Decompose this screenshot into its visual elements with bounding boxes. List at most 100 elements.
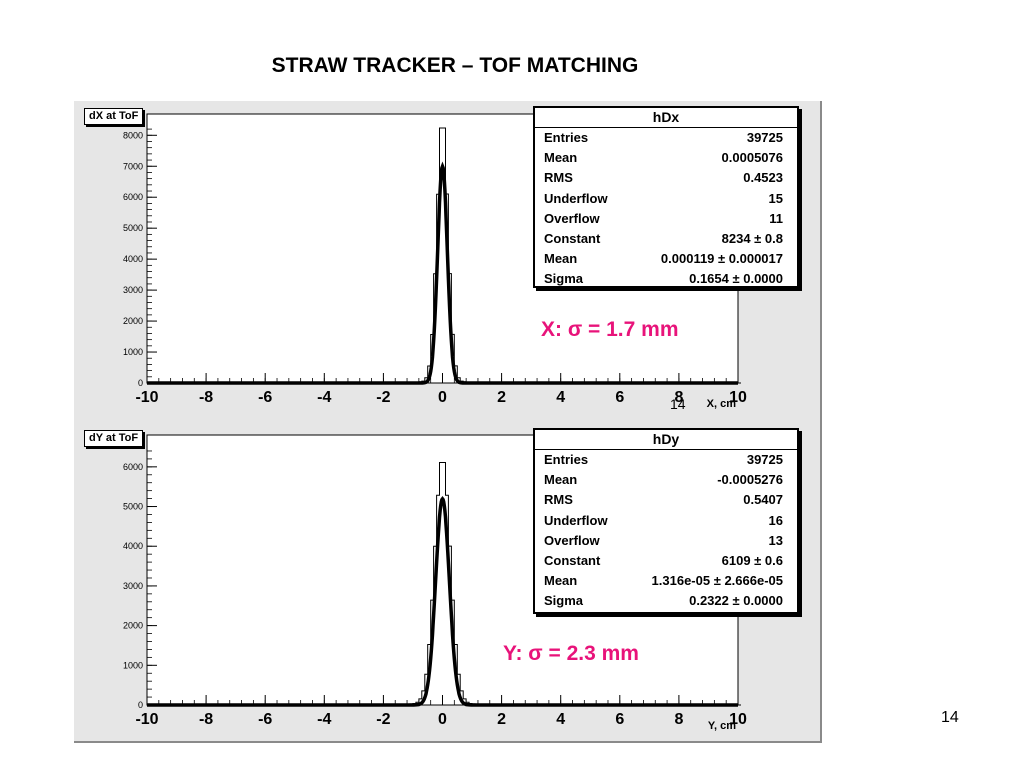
stats-row: Mean 0.0005076 [535,148,797,168]
y-tick-label: 1000 [123,660,143,670]
stats-value: 0.000119 ± 0.000017 [660,251,783,267]
stats-key: Entries [544,130,589,145]
x-tick-label: 4 [556,389,565,406]
stats-value: 39725 [746,452,783,467]
stats-key: Mean [544,150,578,166]
stats-key: Mean [544,251,578,267]
x-tick-label: 0 [438,389,447,406]
stats-key: Underflow [544,190,608,206]
y-tick-label: 3000 [123,581,143,591]
stats-row: Mean 0.000119 ± 0.000017 [535,249,797,269]
page-number: 14 [941,709,959,726]
y-sigma-annotation: Y: σ = 2.3 mm [503,642,639,665]
stats-row: RMS 0.5407 [535,490,797,510]
x-tick-label: -8 [199,711,213,728]
stats-value: 16 [768,512,783,528]
stats-row: Sigma 0.1654 ± 0.0000 [535,269,797,289]
y-tick-label: 8000 [123,130,143,140]
stats-row: Constant 6109 ± 0.6 [535,551,797,571]
stats-value: 39725 [746,130,783,145]
x-tick-label: -4 [317,389,331,406]
stats-row: Underflow 16 [535,511,797,531]
stats-box-hdy: hDy Entries 39725 Mean -0.0005276 RMS 0.5407 U… [533,428,799,614]
y-tick-label: 2000 [123,621,143,631]
x-tick-label: 4 [556,711,565,728]
stats-key: Overflow [544,210,600,226]
x-axis-label: X, cm [707,398,737,410]
x-tick-label: 8 [674,389,683,406]
stats-row: Overflow 13 [535,531,797,551]
stats-row: Overflow 11 [535,209,797,229]
stats-row: Mean 1.316e-05 ± 2.666e-05 [535,571,797,591]
x-tick-label: -4 [317,711,331,728]
stray-label: 14 [670,396,686,412]
stats-key: RMS [544,170,573,186]
y-tick-label: 1000 [123,347,143,357]
stats-title: hDy [535,430,797,450]
stats-title: hDx [535,108,797,128]
stats-value: 0.1654 ± 0.0000 [689,271,783,287]
top-histogram-title: dX at ToF [84,108,144,125]
y-tick-label: 5000 [123,502,143,512]
stats-row: Constant 8234 ± 0.8 [535,229,797,249]
stats-key: Entries [544,452,589,467]
y-tick-label: 3000 [123,285,143,295]
stats-value: 0.5407 [743,492,783,508]
y-tick-label: 4000 [123,254,143,264]
gaussian-fit-curve [147,495,738,707]
y-tick-label: 6000 [123,462,143,472]
y-tick-label: 4000 [123,541,143,551]
x-tick-label: 2 [497,711,506,728]
y-tick-label: 5000 [123,223,143,233]
slide-title: STRAW TRACKER – TOF MATCHING [271,54,639,77]
stats-row: Mean -0.0005276 [535,470,797,490]
x-tick-label: 6 [615,711,624,728]
y-tick-label: 6000 [123,192,143,202]
stats-key: Sigma [544,271,584,287]
stats-box-hdx: hDx Entries 39725 Mean 0.0005076 RMS 0.4523 Un… [533,106,799,288]
x-tick-label: 10 [729,711,747,728]
x-tick-label: -6 [258,389,272,406]
x-tick-label: 6 [615,389,624,406]
x-tick-label: -2 [376,711,390,728]
stats-value: 11 [769,210,783,226]
stats-key: Mean [544,472,578,488]
stats-value: 13 [768,532,783,548]
x-tick-label: -8 [199,389,213,406]
stats-row: Sigma 0.2322 ± 0.0000 [535,591,797,611]
stats-key: Overflow [544,532,600,548]
stats-value: 6109 ± 0.6 [721,552,783,568]
stats-value: 0.4523 [743,170,783,186]
stats-value: 0.2322 ± 0.0000 [689,593,783,609]
stats-key: Sigma [544,593,584,609]
stats-key: Mean [544,573,578,589]
stats-value: 15 [768,190,783,206]
bottom-histogram-title: dY at ToF [84,430,144,447]
stats-key: Underflow [544,512,608,528]
x-tick-label: 10 [729,389,747,406]
stats-row: Underflow 15 [535,189,797,209]
x-tick-label: 0 [438,711,447,728]
x-tick-label: 8 [674,711,683,728]
x-sigma-annotation: X: σ = 1.7 mm [541,318,679,341]
y-tick-label: 2000 [123,316,143,326]
stats-value: -0.0005276 [717,472,783,488]
y-tick-label: 7000 [123,161,143,171]
stats-key: RMS [544,492,573,508]
x-tick-label: 2 [497,389,506,406]
stats-row: RMS 0.4523 [535,168,797,188]
x-axis-label: Y, cm [708,720,736,732]
x-tick-label: -2 [376,389,390,406]
stats-row: Entries 39725 [535,128,797,148]
stats-value: 0.0005076 [721,150,783,166]
y-tick-label: 0 [138,378,143,388]
stats-row: Entries 39725 [535,450,797,470]
x-tick-label: -10 [135,389,158,406]
stats-key: Constant [544,552,601,568]
x-tick-label: -6 [258,711,272,728]
stats-key: Constant [544,230,601,246]
x-tick-label: -10 [135,711,158,728]
stats-value: 1.316e-05 ± 2.666e-05 [651,573,783,589]
y-tick-label: 0 [138,700,143,710]
stats-value: 8234 ± 0.8 [721,230,783,246]
